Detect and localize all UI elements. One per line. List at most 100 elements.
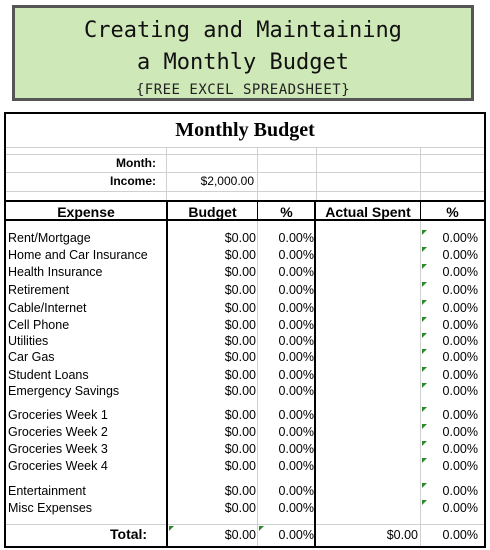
- header-actual-spent: Actual Spent: [325, 204, 411, 220]
- actual-percent-cell: 0.00%: [442, 484, 478, 498]
- total-row: Total: $0.00 0.00% $0.00 0.00%: [6, 526, 484, 545]
- budget-percent-cell: 0.00%: [278, 318, 314, 332]
- table-row[interactable]: Health Insurance $0.00 0.00% 0.00%: [6, 264, 484, 281]
- table-row[interactable]: Emergency Savings $0.00 0.00% 0.00%: [6, 383, 484, 400]
- budget-percent-cell: 0.00%: [278, 368, 314, 382]
- comment-marker-icon: [422, 230, 427, 235]
- actual-percent-cell: 0.00%: [442, 501, 478, 515]
- actual-percent-cell: 0.00%: [442, 442, 478, 456]
- budget-percent-cell: 0.00%: [278, 501, 314, 515]
- budget-cell[interactable]: $0.00: [224, 248, 256, 262]
- budget-percent-cell: 0.00%: [278, 459, 314, 473]
- budget-percent-cell: 0.00%: [278, 334, 314, 348]
- comment-marker-icon: [422, 383, 427, 388]
- comment-marker-icon: [422, 500, 427, 505]
- expense-name: Home and Car Insurance: [8, 248, 148, 262]
- actual-percent-cell: 0.00%: [442, 368, 478, 382]
- budget-cell[interactable]: $0.00: [224, 384, 256, 398]
- banner-title-line2: a Monthly Budget: [137, 50, 349, 75]
- expense-name: Emergency Savings: [8, 384, 120, 398]
- expense-name: Health Insurance: [8, 265, 103, 279]
- expense-name: Groceries Week 2: [8, 425, 108, 439]
- comment-marker-icon: [422, 264, 427, 269]
- budget-percent-cell: 0.00%: [278, 408, 314, 422]
- table-row[interactable]: Groceries Week 3 $0.00 0.00% 0.00%: [6, 441, 484, 458]
- budget-cell[interactable]: $0.00: [224, 368, 256, 382]
- table-row[interactable]: Groceries Week 2 $0.00 0.00% 0.00%: [6, 424, 484, 441]
- comment-marker-icon: [422, 441, 427, 446]
- table-row[interactable]: Entertainment $0.00 0.00% 0.00%: [6, 483, 484, 500]
- budget-spreadsheet: Monthly Budget Month: Income: $2,000.00 …: [4, 112, 486, 548]
- budget-cell[interactable]: $0.00: [224, 484, 256, 498]
- income-cell[interactable]: $2,000.00: [200, 174, 254, 188]
- expense-name: Rent/Mortgage: [8, 231, 91, 245]
- comment-marker-icon: [422, 300, 427, 305]
- budget-cell[interactable]: $0.00: [224, 459, 256, 473]
- table-row[interactable]: Home and Car Insurance $0.00 0.00% 0.00%: [6, 247, 484, 264]
- banner: Creating and Maintaining a Monthly Budge…: [12, 5, 474, 101]
- budget-percent-cell: 0.00%: [278, 442, 314, 456]
- sheet-title: Monthly Budget: [175, 119, 315, 141]
- total-budget-cell: $0.00: [224, 528, 256, 542]
- budget-percent-cell: 0.00%: [278, 484, 314, 498]
- header-budget-percent: %: [280, 204, 293, 220]
- budget-cell[interactable]: $0.00: [224, 442, 256, 456]
- budget-cell[interactable]: $0.00: [224, 318, 256, 332]
- table-row[interactable]: Cable/Internet $0.00 0.00% 0.00%: [6, 300, 484, 317]
- actual-percent-cell: 0.00%: [442, 425, 478, 439]
- table-row[interactable]: Cell Phone $0.00 0.00% 0.00%: [6, 317, 484, 334]
- budget-cell[interactable]: $0.00: [224, 283, 256, 297]
- expense-name: Groceries Week 3: [8, 442, 108, 456]
- table-row[interactable]: Misc Expenses $0.00 0.00% 0.00%: [6, 500, 484, 517]
- budget-percent-cell: 0.00%: [278, 301, 314, 315]
- expense-name: Retirement: [8, 283, 70, 297]
- actual-percent-cell: 0.00%: [442, 350, 478, 364]
- table-row[interactable]: Retirement $0.00 0.00% 0.00%: [6, 282, 484, 299]
- budget-cell[interactable]: $0.00: [224, 334, 256, 348]
- actual-percent-cell: 0.00%: [442, 248, 478, 262]
- budget-percent-cell: 0.00%: [278, 425, 314, 439]
- budget-percent-cell: 0.00%: [278, 283, 314, 297]
- table-row[interactable]: Student Loans $0.00 0.00% 0.00%: [6, 367, 484, 384]
- spreadsheet-gridlines: [6, 147, 484, 546]
- budget-cell[interactable]: $0.00: [224, 425, 256, 439]
- income-label: Income:: [109, 174, 156, 188]
- comment-marker-icon: [422, 367, 427, 372]
- expense-name: Utilities: [8, 334, 49, 348]
- budget-cell[interactable]: $0.00: [224, 265, 256, 279]
- expense-name: Cable/Internet: [8, 301, 87, 315]
- header-expense: Expense: [57, 204, 115, 220]
- budget-percent-cell: 0.00%: [278, 384, 314, 398]
- comment-marker-icon: [422, 349, 427, 354]
- actual-percent-cell: 0.00%: [442, 459, 478, 473]
- table-row[interactable]: Groceries Week 4 $0.00 0.00% 0.00%: [6, 458, 484, 475]
- total-budget-percent-cell: 0.00%: [278, 528, 314, 542]
- table-row[interactable]: Utilities $0.00 0.00% 0.00%: [6, 333, 484, 350]
- budget-percent-cell: 0.00%: [278, 231, 314, 245]
- budget-cell[interactable]: $0.00: [224, 231, 256, 245]
- budget-cell[interactable]: $0.00: [224, 408, 256, 422]
- budget-percent-cell: 0.00%: [278, 350, 314, 364]
- total-label: Total:: [110, 526, 148, 542]
- table-row[interactable]: Rent/Mortgage $0.00 0.00% 0.00%: [6, 230, 484, 247]
- total-actual-cell: $0.00: [386, 528, 418, 542]
- expense-name: Entertainment: [8, 484, 86, 498]
- table-row[interactable]: Groceries Week 1 $0.00 0.00% 0.00%: [6, 407, 484, 424]
- expense-name: Misc Expenses: [8, 501, 93, 515]
- comment-marker-icon: [169, 526, 174, 531]
- banner-subtitle: {FREE EXCEL SPREADSHEET}: [135, 82, 351, 98]
- comment-marker-icon: [422, 424, 427, 429]
- budget-cell[interactable]: $0.00: [224, 350, 256, 364]
- budget-percent-cell: 0.00%: [278, 248, 314, 262]
- expense-name: Groceries Week 1: [8, 408, 108, 422]
- comment-marker-icon: [259, 526, 264, 531]
- comment-marker-icon: [422, 333, 427, 338]
- header-actual-percent: %: [446, 204, 459, 220]
- budget-cell[interactable]: $0.00: [224, 301, 256, 315]
- table-row[interactable]: Car Gas $0.00 0.00% 0.00%: [6, 349, 484, 366]
- actual-percent-cell: 0.00%: [442, 318, 478, 332]
- actual-percent-cell: 0.00%: [442, 384, 478, 398]
- expense-name: Cell Phone: [8, 318, 70, 332]
- expense-name: Student Loans: [8, 368, 89, 382]
- budget-cell[interactable]: $0.00: [224, 501, 256, 515]
